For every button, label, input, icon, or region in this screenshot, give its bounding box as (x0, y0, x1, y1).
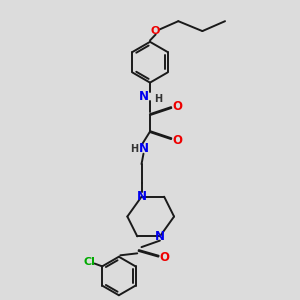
Text: Cl: Cl (83, 257, 95, 267)
Text: O: O (172, 100, 182, 112)
Text: O: O (151, 26, 160, 36)
Text: O: O (172, 134, 182, 147)
Text: N: N (139, 90, 149, 103)
Text: N: N (136, 190, 146, 203)
Text: N: N (139, 142, 148, 155)
Text: H: H (130, 144, 138, 154)
Text: O: O (160, 251, 170, 264)
Text: N: N (155, 230, 165, 243)
Text: H: H (154, 94, 162, 104)
